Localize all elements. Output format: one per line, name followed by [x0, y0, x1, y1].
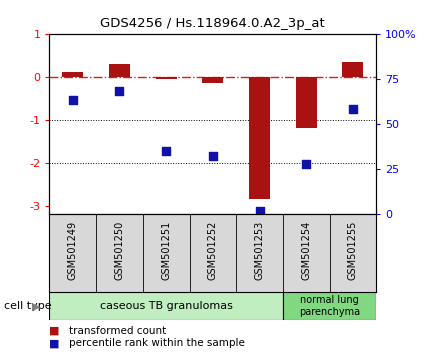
Bar	[49, 292, 283, 320]
Text: GSM501251: GSM501251	[161, 221, 171, 280]
Point	[116, 88, 123, 94]
Point	[256, 208, 263, 213]
Bar	[109, 64, 130, 76]
Bar	[283, 292, 376, 320]
Text: transformed count: transformed count	[69, 326, 166, 336]
Text: GSM501254: GSM501254	[301, 221, 311, 280]
Point	[350, 107, 356, 112]
Bar	[296, 76, 317, 128]
Bar	[203, 76, 223, 83]
Bar	[156, 76, 177, 79]
Text: ■: ■	[49, 338, 60, 348]
Point	[303, 161, 310, 166]
Point	[209, 154, 216, 159]
Point	[69, 98, 76, 103]
Text: GSM501253: GSM501253	[255, 221, 264, 280]
Text: caseous TB granulomas: caseous TB granulomas	[100, 301, 233, 311]
Point	[163, 148, 169, 154]
Text: percentile rank within the sample: percentile rank within the sample	[69, 338, 245, 348]
Text: GSM501249: GSM501249	[68, 221, 78, 280]
Text: ■: ■	[49, 326, 60, 336]
Text: ▶: ▶	[32, 301, 41, 311]
Bar	[249, 76, 270, 199]
Title: GDS4256 / Hs.118964.0.A2_3p_at: GDS4256 / Hs.118964.0.A2_3p_at	[101, 17, 325, 30]
Text: cell type: cell type	[4, 301, 52, 311]
Text: GSM501252: GSM501252	[208, 221, 218, 280]
Bar	[62, 72, 83, 76]
Text: GSM501250: GSM501250	[114, 221, 124, 280]
Text: GSM501255: GSM501255	[348, 221, 358, 280]
Text: normal lung
parenchyma: normal lung parenchyma	[299, 295, 360, 317]
Bar	[342, 62, 363, 76]
